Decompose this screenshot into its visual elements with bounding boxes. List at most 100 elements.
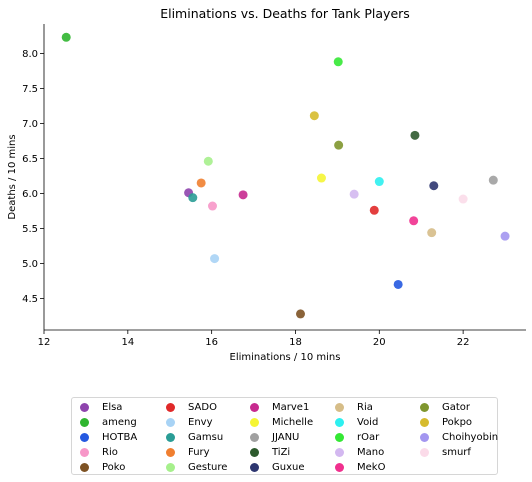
x-tick-label: 22 [457,337,470,348]
point-gamsu [188,193,198,203]
legend-marker [335,418,344,427]
legend-marker [335,448,344,457]
x-tick-label: 12 [38,337,51,348]
legend-item: Marve1 [242,400,309,415]
point-tizi [410,130,420,140]
legend-item: Gator [412,400,470,415]
legend-item: Poko [72,460,125,475]
legend-label: Pokpo [442,417,473,428]
legend-marker [335,403,344,412]
legend-label: Rio [102,447,118,458]
legend-marker [80,463,89,472]
legend-marker [166,433,175,442]
legend-marker [166,463,175,472]
y-tick-label: 4.5 [22,294,38,305]
legend-item: SADO [158,400,217,415]
x-tick-label: 20 [373,337,386,348]
legend-item: Void [327,415,378,430]
legend-item: MekO [327,460,385,475]
point-gesture [203,156,213,166]
legend-item: TiZi [242,445,290,460]
legend-marker [166,403,175,412]
legend-label: TiZi [272,447,291,458]
point-roar [333,57,343,67]
legend-item: Rio [72,445,118,460]
legend-marker [80,448,89,457]
point-mano [349,189,359,199]
point-gator [334,140,344,150]
legend-marker [80,418,89,427]
point-guxue [429,181,439,191]
data-points [61,32,510,319]
legend-label: Poko [102,462,126,473]
y-tick-label: 6.0 [22,189,38,200]
legend-item: rOar [327,430,379,445]
legend-label: Envy [188,417,213,428]
legend-marker [166,418,175,427]
legend-label: Michelle [272,417,314,428]
y-tick-label: 8.0 [22,49,38,60]
legend-label: Gator [442,402,471,413]
point-poko [296,309,306,319]
legend-item: Guxue [242,460,305,475]
legend-label: Gamsu [188,432,224,443]
legend-item: Michelle [242,415,313,430]
legend-label: ameng [102,417,137,428]
legend-item: Fury [158,445,210,460]
legend-marker [420,433,429,442]
legend-label: Void [357,417,379,428]
legend-marker [250,463,259,472]
point-meko [409,216,419,226]
point-sado [369,205,379,215]
legend-label: HOTBA [102,432,138,443]
legend-marker [250,418,259,427]
legend-marker [250,433,259,442]
legend-item: HOTBA [72,430,137,445]
x-tick-label: 14 [121,337,134,348]
point-smurf [458,194,468,204]
legend-marker [250,448,259,457]
legend-marker [80,433,89,442]
point-choihyobin [500,231,510,241]
legend-marker [250,403,259,412]
point-marve1 [238,190,248,200]
legend-label: Mano [357,447,385,458]
point-pokpo [309,111,319,121]
chart-title: Eliminations vs. Deaths for Tank Players [160,6,410,21]
legend-marker [335,433,344,442]
legend-item: Gesture [158,460,227,475]
legend-item: Ria [327,400,373,415]
point-michelle [316,173,326,183]
legend-marker [420,448,429,457]
x-tick-label: 18 [289,337,302,348]
legend-label: JJANU [272,432,300,443]
axes: 12 14 16 18 20 22 4.5 5.0 5.5 6.0 6.5 7.0 7.5 8.0 [22,24,526,348]
legend-item: Gamsu [158,430,223,445]
legend-item: Choihyobin [412,430,498,445]
legend: Elsa ameng HOTBA Rio Poko SADO Envy Gamsu Fury Ge… [71,397,498,475]
point-envy [210,254,220,264]
point-void [374,177,384,187]
y-tick-label: 5.5 [22,224,38,235]
legend-item: Mano [327,445,384,460]
legend-item: Elsa [72,400,122,415]
point-fury [196,178,206,188]
legend-label: Marve1 [272,402,310,413]
legend-item: ameng [72,415,137,430]
legend-marker [166,448,175,457]
legend-label: SADO [188,402,217,413]
legend-label: Choihyobin [442,432,499,443]
legend-label: Elsa [102,402,123,413]
y-tick-label: 5.0 [22,259,38,270]
scatter-chart: Eliminations vs. Deaths for Tank Players… [7,6,526,363]
legend-item: Pokpo [412,415,472,430]
legend-label: smurf [442,447,471,458]
y-tick-label: 6.5 [22,154,38,165]
legend-label: Guxue [272,462,305,473]
legend-label: Fury [188,447,210,458]
legend-label: Gesture [188,462,228,473]
legend-label: Ria [357,402,373,413]
point-hotba [393,279,403,289]
y-axis-label: Deaths / 10 mins [7,134,18,219]
y-tick-label: 7.5 [22,84,38,95]
